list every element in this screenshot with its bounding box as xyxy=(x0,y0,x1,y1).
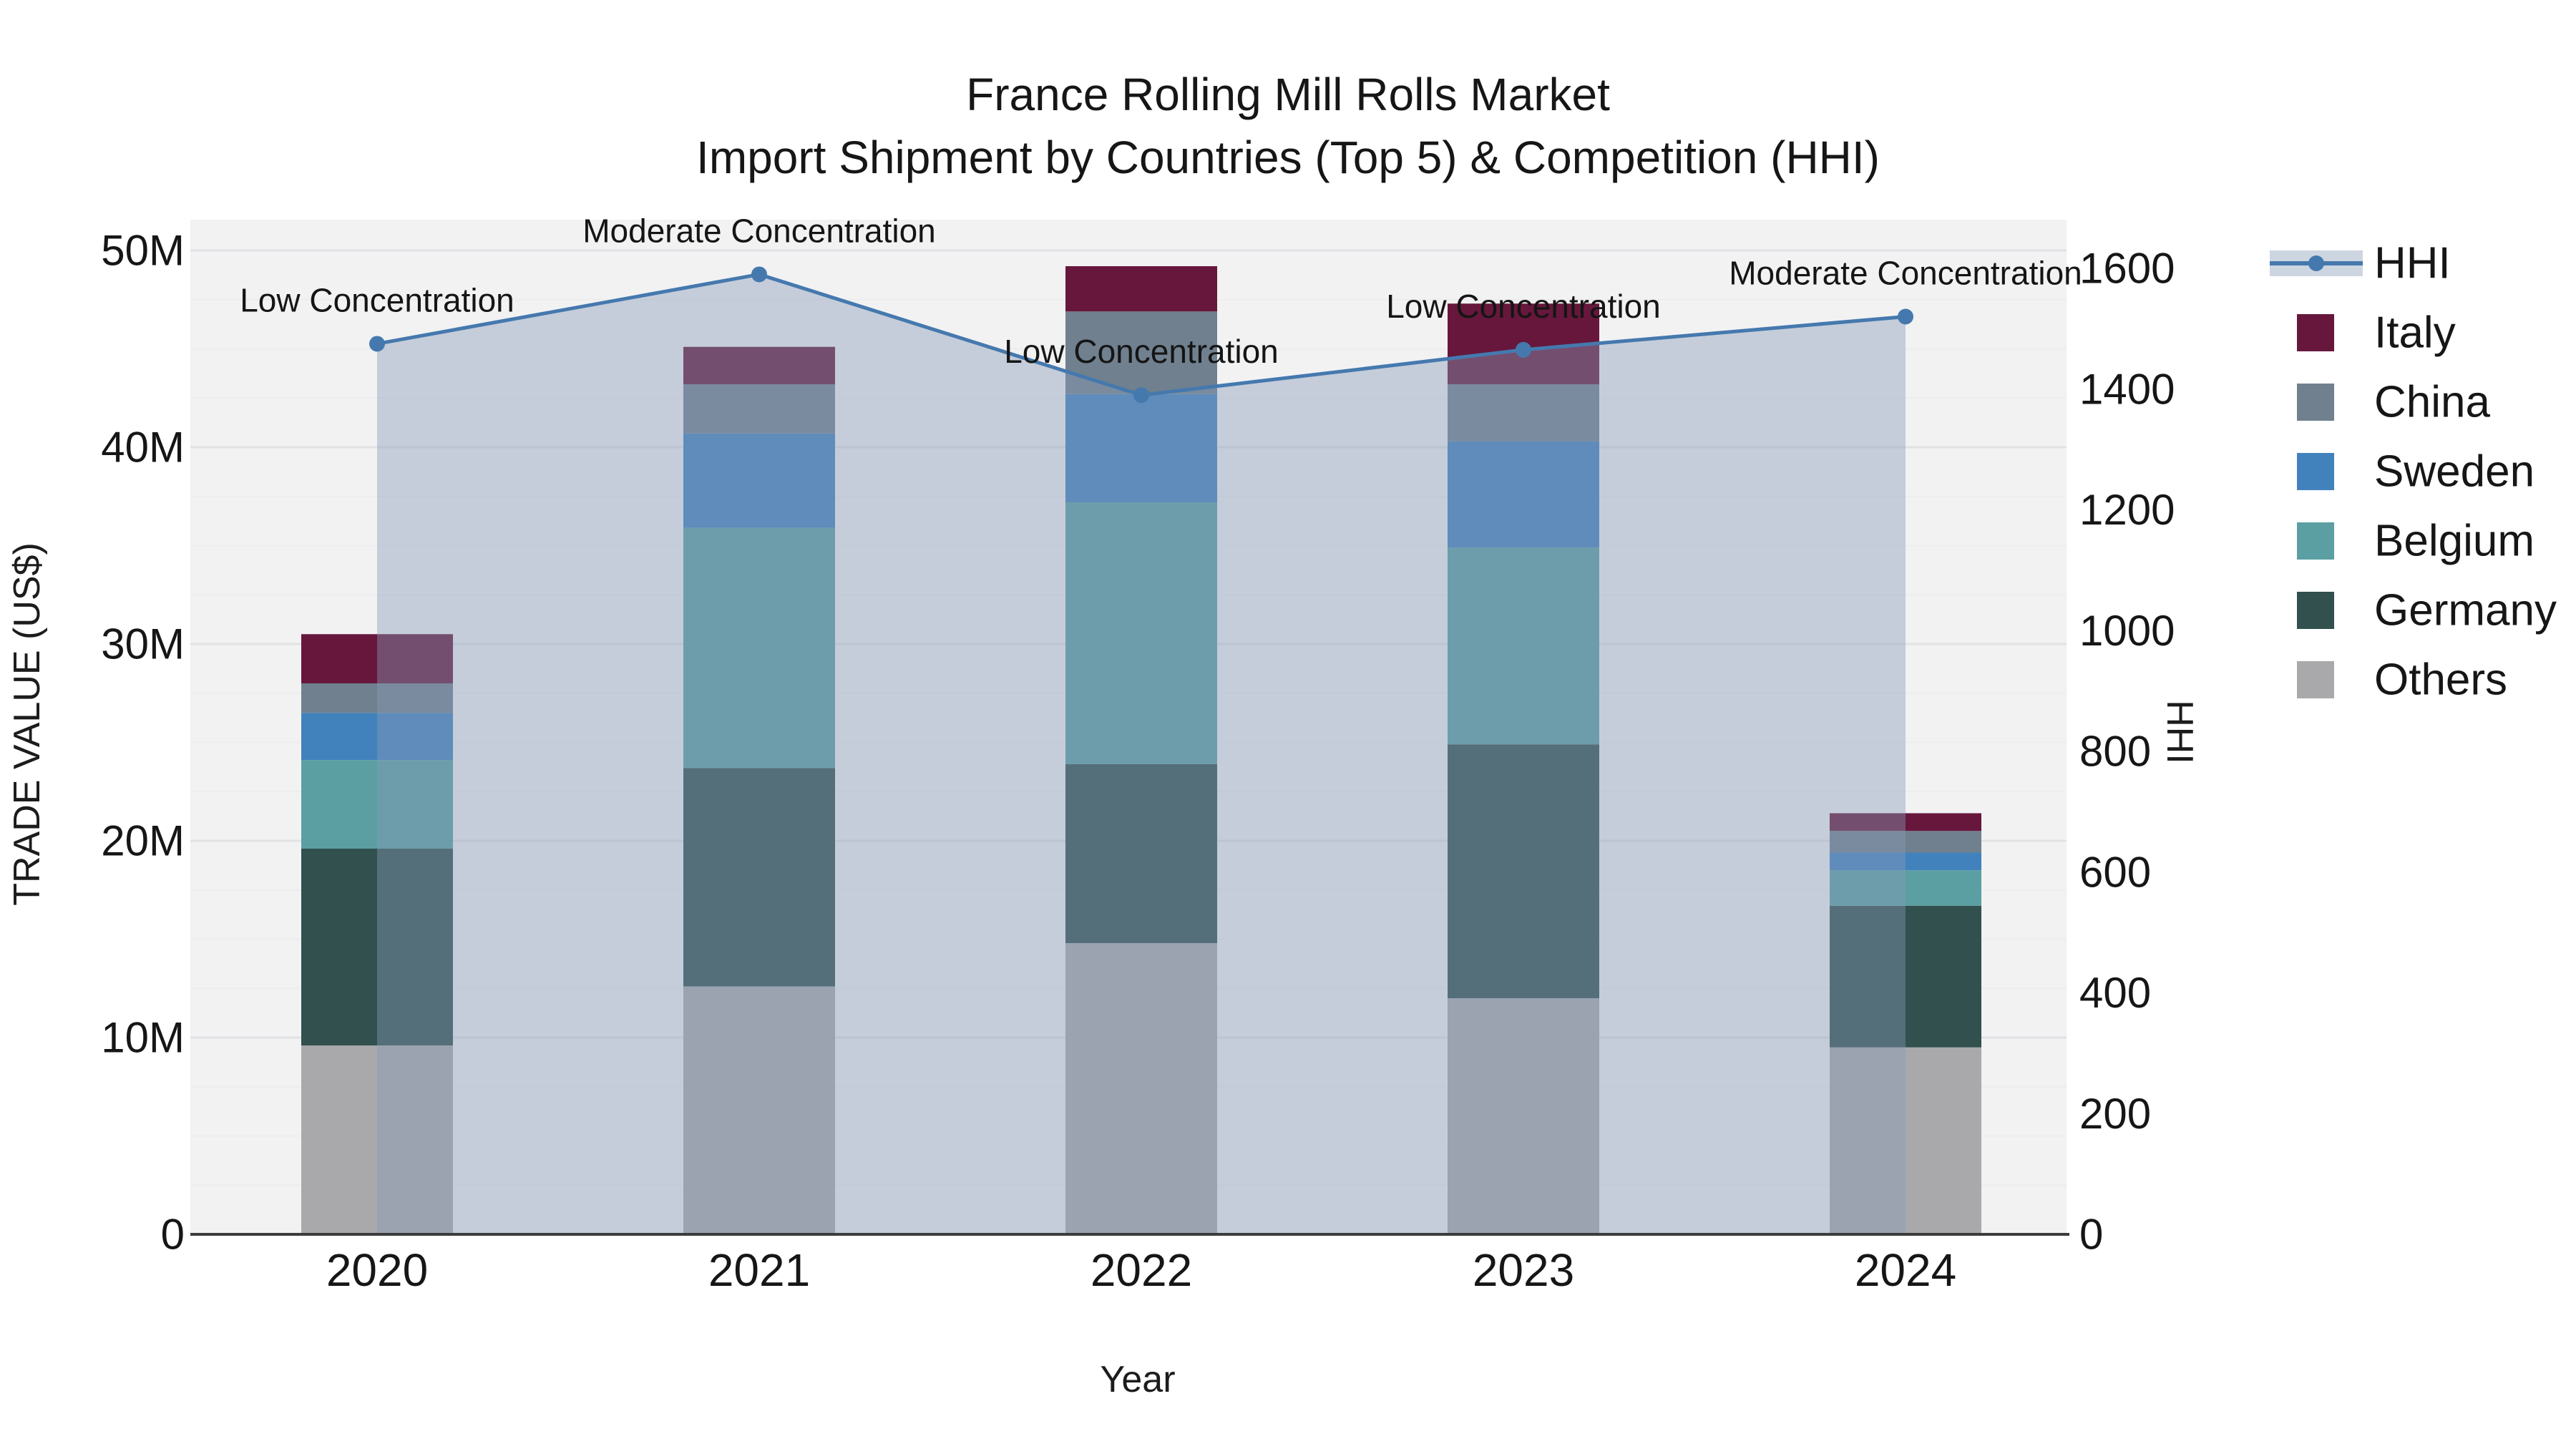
x-tick-label-2022: 2022 xyxy=(1091,1244,1192,1296)
bar-segment-2020-italy[interactable] xyxy=(301,634,453,683)
legend-item-others[interactable]: Others xyxy=(2297,655,2507,705)
annotation-2020: Low Concentration xyxy=(240,281,514,318)
x-tick-label-2020: 2020 xyxy=(326,1244,428,1296)
y-right-tick-200: 200 xyxy=(2079,1090,2151,1138)
legend-swatch-belgium xyxy=(2297,522,2334,560)
legend-hhi-marker-icon xyxy=(2308,255,2324,271)
legend-item-belgium[interactable]: Belgium xyxy=(2297,517,2534,566)
legend-label-china: China xyxy=(2374,378,2491,427)
y-right-tick-600: 600 xyxy=(2079,848,2151,896)
hhi-marker-2023[interactable] xyxy=(1516,341,1531,358)
y-left-tick-20M: 20M xyxy=(101,817,185,865)
legend-item-italy[interactable]: Italy xyxy=(2297,308,2456,358)
chart-title-line2: Import Shipment by Countries (Top 5) & C… xyxy=(696,132,1880,183)
y-right-tick-0: 0 xyxy=(2079,1211,2103,1259)
legend-label-others: Others xyxy=(2374,655,2507,705)
bar-segment-2021-belgium[interactable] xyxy=(683,527,835,769)
bar-segment-2023-germany[interactable] xyxy=(1448,744,1599,998)
annotation-2021: Moderate Concentration xyxy=(582,212,936,249)
bar-segment-2021-others[interactable] xyxy=(683,986,835,1235)
bar-segment-2020-sweden[interactable] xyxy=(301,713,453,761)
legend-item-sweden[interactable]: Sweden xyxy=(2297,447,2534,497)
y-right-tick-1400: 1400 xyxy=(2079,365,2175,413)
bar-segment-2024-belgium[interactable] xyxy=(1830,870,1981,906)
bar-segment-2023-belgium[interactable] xyxy=(1448,547,1599,745)
hhi-marker-2022[interactable] xyxy=(1133,387,1149,404)
legend-swatch-sweden xyxy=(2297,453,2334,490)
y-right-tick-1000: 1000 xyxy=(2079,607,2175,655)
y-left-tick-10M: 10M xyxy=(101,1014,185,1062)
y-right-tick-400: 400 xyxy=(2079,969,2151,1017)
bar-segment-2024-italy[interactable] xyxy=(1830,813,1981,831)
y-left-tick-50M: 50M xyxy=(101,227,185,275)
legend-label-belgium: Belgium xyxy=(2374,517,2534,566)
y-right-tick-800: 800 xyxy=(2079,728,2151,776)
bar-segment-2024-others[interactable] xyxy=(1830,1047,1981,1234)
bar-segment-2022-sweden[interactable] xyxy=(1065,394,1217,502)
bar-segment-2021-sweden[interactable] xyxy=(683,433,835,528)
bar-segment-2021-china[interactable] xyxy=(683,384,835,434)
legend-label-sweden: Sweden xyxy=(2374,447,2534,497)
bar-segment-2022-others[interactable] xyxy=(1065,943,1217,1234)
hhi-marker-2020[interactable] xyxy=(369,336,385,352)
bar-segment-2023-china[interactable] xyxy=(1448,384,1599,441)
bar-segment-2022-germany[interactable] xyxy=(1065,763,1217,943)
legend-label-hhi: HHI xyxy=(2374,239,2451,288)
legend-swatch-others xyxy=(2297,661,2334,698)
bar-segment-2024-germany[interactable] xyxy=(1830,905,1981,1048)
y-right-tick-1200: 1200 xyxy=(2079,486,2175,534)
x-tick-label-2023: 2023 xyxy=(1473,1244,1574,1296)
legend-swatch-china xyxy=(2297,384,2334,421)
bar-segment-2020-others[interactable] xyxy=(301,1045,453,1234)
bar-segment-2024-china[interactable] xyxy=(1830,831,1981,853)
bar-segment-2021-germany[interactable] xyxy=(683,768,835,987)
annotation-2023: Low Concentration xyxy=(1386,288,1661,325)
legend-item-germany[interactable]: Germany xyxy=(2297,586,2557,635)
legend-item-hhi[interactable]: HHI xyxy=(2270,239,2451,288)
legend-label-italy: Italy xyxy=(2374,308,2456,358)
bar-segment-2023-sweden[interactable] xyxy=(1448,441,1599,548)
hhi-marker-2024[interactable] xyxy=(1898,308,1913,325)
x-axis-title: Year xyxy=(1100,1359,1176,1400)
bar-segment-2022-italy[interactable] xyxy=(1065,266,1217,312)
legend-swatch-italy xyxy=(2297,314,2334,351)
y-left-tick-30M: 30M xyxy=(101,620,185,668)
x-tick-label-2024: 2024 xyxy=(1855,1244,1956,1296)
legend-swatch-germany xyxy=(2297,592,2334,629)
bar-segment-2022-belgium[interactable] xyxy=(1065,502,1217,764)
annotation-2022: Low Concentration xyxy=(1004,333,1279,370)
bar-segment-2020-belgium[interactable] xyxy=(301,760,453,849)
x-tick-label-2021: 2021 xyxy=(708,1244,810,1296)
bar-segment-2021-italy[interactable] xyxy=(683,346,835,384)
bar-segment-2024-sweden[interactable] xyxy=(1830,852,1981,871)
annotation-2024: Moderate Concentration xyxy=(1729,255,2082,292)
y-left-tick-0: 0 xyxy=(161,1211,185,1259)
bar-segment-2020-china[interactable] xyxy=(301,683,453,713)
bar-segment-2020-germany[interactable] xyxy=(301,849,453,1045)
chart-title-line1: France Rolling Mill Rolls Market xyxy=(966,69,1610,120)
legend-label-germany: Germany xyxy=(2374,586,2557,635)
hhi-area-fill xyxy=(377,274,1906,1234)
hhi-marker-2021[interactable] xyxy=(751,266,767,283)
legend-item-china[interactable]: China xyxy=(2297,378,2491,427)
y-right-tick-1600: 1600 xyxy=(2079,245,2175,293)
bar-segment-2023-others[interactable] xyxy=(1448,998,1599,1234)
y-left-tick-40M: 40M xyxy=(101,424,185,472)
